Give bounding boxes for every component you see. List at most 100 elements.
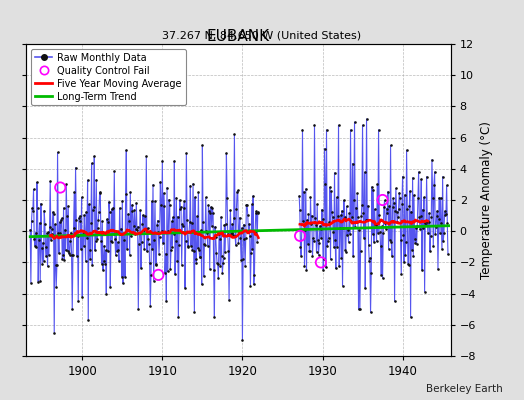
Point (31, 230, 40, 236)
Point (110, 230, 118, 237)
Point (249, 193, 257, 199)
Point (133, 227, 141, 234)
Point (358, 202, 366, 209)
Point (111, 236, 119, 242)
Point (385, 246, 393, 252)
Point (188, 220, 196, 226)
Point (396, 237, 405, 243)
Point (41, 221, 49, 227)
Point (80, 243, 88, 249)
Point (337, 208, 346, 214)
Point (439, 173, 447, 180)
Point (395, 190, 403, 196)
Point (220, 222, 228, 228)
Point (136, 230, 144, 236)
Point (149, 278, 158, 284)
Point (216, 262, 225, 269)
Point (346, 230, 354, 237)
Point (161, 250, 170, 257)
Point (156, 234, 164, 240)
Point (246, 282, 255, 289)
Point (90, 153, 99, 160)
Point (205, 208, 213, 214)
Point (328, 209, 336, 216)
Point (221, 249, 230, 255)
Point (97, 238, 105, 244)
Point (190, 309, 199, 316)
Point (100, 258, 108, 264)
Point (227, 229, 236, 236)
Point (69, 252, 77, 259)
Point (207, 204, 215, 210)
Point (149, 182, 157, 188)
Point (322, 126, 331, 133)
Point (364, 242, 373, 248)
Point (166, 266, 174, 272)
Point (252, 210, 260, 216)
Point (211, 224, 219, 230)
Point (370, 206, 379, 212)
Point (324, 235, 333, 241)
Point (340, 197, 348, 204)
Point (116, 231, 125, 237)
Point (129, 223, 138, 230)
Point (34, 279, 42, 285)
Point (113, 248, 121, 254)
Point (351, 224, 359, 231)
Point (39, 239, 47, 246)
Point (91, 237, 100, 244)
Point (67, 229, 75, 236)
Point (125, 252, 134, 258)
Point (343, 232, 352, 238)
Point (153, 222, 161, 228)
Point (408, 246, 416, 253)
Point (301, 227, 309, 234)
Point (94, 217, 103, 224)
Point (163, 184, 171, 191)
Point (173, 258, 181, 264)
Point (185, 229, 193, 236)
Point (107, 206, 116, 212)
Point (366, 309, 375, 316)
Point (124, 226, 132, 233)
Point (334, 122, 343, 128)
Point (124, 211, 133, 217)
Point (348, 160, 357, 167)
Point (105, 209, 114, 215)
Point (393, 219, 401, 225)
Point (335, 263, 343, 270)
Point (337, 255, 345, 261)
Point (356, 248, 365, 254)
Point (315, 240, 323, 246)
Point (117, 273, 126, 280)
Point (230, 215, 238, 221)
Point (210, 314, 219, 320)
Point (184, 244, 192, 250)
Y-axis label: Temperature Anomaly (°C): Temperature Anomaly (°C) (481, 121, 493, 279)
Point (103, 219, 112, 225)
Point (354, 306, 363, 312)
Point (100, 243, 108, 249)
Point (370, 239, 378, 245)
Point (346, 126, 355, 133)
Point (380, 204, 388, 211)
Point (45, 252, 53, 258)
Point (307, 194, 315, 200)
Point (368, 184, 376, 190)
Point (366, 255, 374, 262)
Point (118, 198, 126, 204)
Point (383, 210, 391, 216)
Point (71, 164, 80, 171)
Point (168, 218, 176, 224)
Point (407, 208, 416, 215)
Point (78, 294, 86, 300)
Point (104, 248, 113, 255)
Point (85, 246, 94, 253)
Point (195, 247, 203, 254)
Point (119, 237, 128, 243)
Point (336, 225, 344, 232)
Point (99, 267, 107, 273)
Point (416, 226, 424, 232)
Point (438, 246, 446, 252)
Point (39, 258, 48, 264)
